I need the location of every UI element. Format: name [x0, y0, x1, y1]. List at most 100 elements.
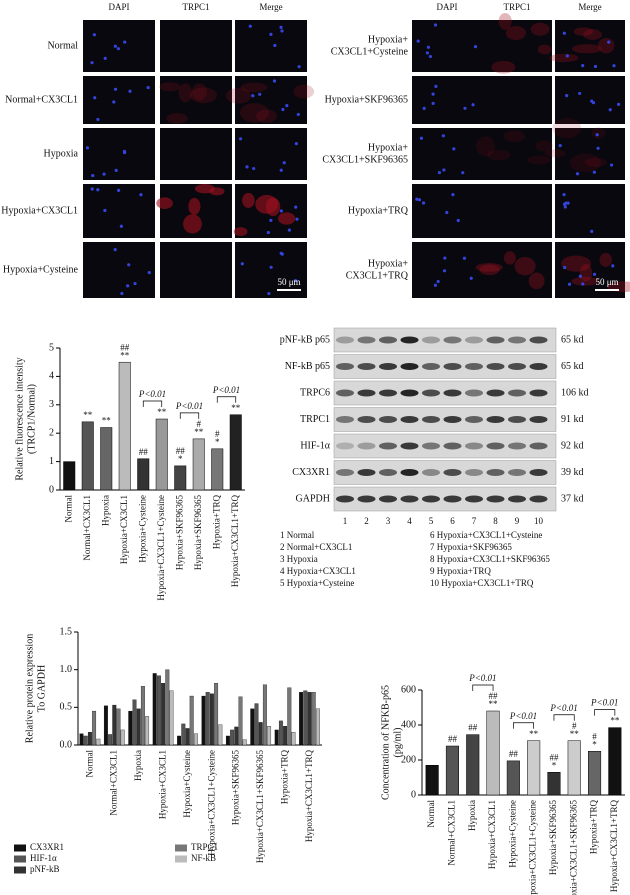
legend-label: HIF-1α [30, 853, 57, 863]
band [336, 416, 354, 423]
bar [258, 722, 263, 746]
nucleus [575, 172, 580, 176]
nucleus [113, 87, 118, 91]
significance-mark: * [552, 760, 557, 770]
bracket [216, 396, 237, 403]
nucleus [422, 106, 426, 110]
cell-signal [487, 149, 511, 161]
nucleus [417, 198, 422, 202]
y-tick-label: 4 [49, 371, 54, 382]
bar [287, 687, 292, 746]
nucleus [285, 104, 289, 108]
micrograph [412, 76, 482, 124]
nucleus [590, 99, 594, 103]
cell-signal [552, 118, 582, 139]
cell-signal [191, 83, 207, 101]
nucleus [147, 271, 151, 275]
nucleus [280, 29, 284, 33]
band [379, 442, 397, 450]
bar [218, 724, 223, 746]
significance-mark: ** [570, 729, 580, 739]
blot-row-label: NF-kB p65 [285, 361, 330, 372]
cell-signal [277, 212, 296, 225]
bracket-label: P<0.01 [468, 673, 496, 683]
x-tick-label: Hypoxia+CX3CL1+SKF96365 [255, 750, 265, 864]
band [422, 442, 440, 450]
nucleus [558, 144, 562, 148]
band [422, 363, 440, 370]
x-tick-label: Hypoxia [100, 495, 110, 526]
cell-signal [242, 192, 255, 209]
nucleus [279, 168, 283, 172]
nucleus [92, 33, 96, 37]
x-tick-label: Hypoxia+TRQ [211, 495, 221, 550]
micrograph [412, 128, 482, 180]
bar [201, 695, 206, 746]
cell-signal [579, 264, 593, 282]
bar [588, 751, 602, 796]
micrograph [412, 20, 482, 72]
bar [112, 704, 117, 746]
cell-signal [293, 84, 315, 99]
nucleus [567, 282, 572, 286]
cell-signal [597, 37, 615, 54]
cell-signal [476, 136, 496, 157]
band [465, 469, 483, 476]
lane-legend: 9 Hypoxia+TRQ [430, 566, 491, 576]
nucleus [456, 218, 460, 223]
micrograph [482, 128, 552, 180]
nucleus [297, 65, 301, 69]
nucleus [114, 168, 118, 172]
cell-signal [549, 53, 579, 63]
band [529, 416, 548, 423]
cell-signal [498, 12, 512, 30]
band [529, 495, 548, 503]
cell-signal [514, 256, 536, 276]
nucleus [266, 230, 270, 235]
band [508, 416, 526, 423]
micrograph [482, 76, 552, 124]
significance-mark: ** [231, 403, 241, 413]
cell-signal [591, 127, 606, 140]
band [336, 336, 354, 344]
nucleus [581, 64, 585, 68]
nucleus [279, 25, 283, 29]
row-label: Hypoxia [44, 148, 79, 159]
bar [274, 729, 279, 746]
x-tick-label: Hypoxia+CX3CL1+SKF96365 [568, 800, 578, 895]
nucleus [452, 147, 456, 151]
y-tick-label: 600 [401, 684, 416, 695]
bar [307, 692, 312, 746]
scale-bar-label: 50 μm [595, 277, 618, 287]
nucleus [273, 43, 277, 48]
bar [165, 669, 170, 746]
band [529, 389, 548, 397]
row-label: Hypoxia+ [368, 258, 408, 269]
row-label: CX3CL1+SKF96365 [322, 154, 408, 165]
nucleus [238, 137, 243, 141]
band [422, 469, 440, 476]
cell-signal [183, 214, 202, 234]
legend-swatch [175, 844, 187, 852]
bar [234, 726, 239, 746]
bar [506, 760, 520, 796]
bar [116, 708, 121, 746]
x-tick-label: Normal+CX3CL1 [109, 750, 119, 816]
micrograph [83, 184, 155, 238]
band [336, 389, 354, 397]
row-label: Hypoxia+CX3CL1 [1, 205, 78, 216]
bracket [594, 709, 616, 716]
blot-size-label: 106 kd [561, 387, 589, 398]
cell-signal [225, 87, 252, 104]
nucleus [592, 170, 596, 174]
blot-size-label: 91 kd [561, 414, 584, 425]
cell-signal [599, 252, 613, 267]
nucleus [294, 205, 298, 209]
significance-mark: ## [549, 752, 559, 762]
bracket-label: P<0.01 [509, 711, 537, 721]
bar [132, 699, 137, 746]
legend-label: NF-kB [191, 853, 216, 863]
nucleus [421, 201, 426, 205]
band [336, 469, 354, 476]
